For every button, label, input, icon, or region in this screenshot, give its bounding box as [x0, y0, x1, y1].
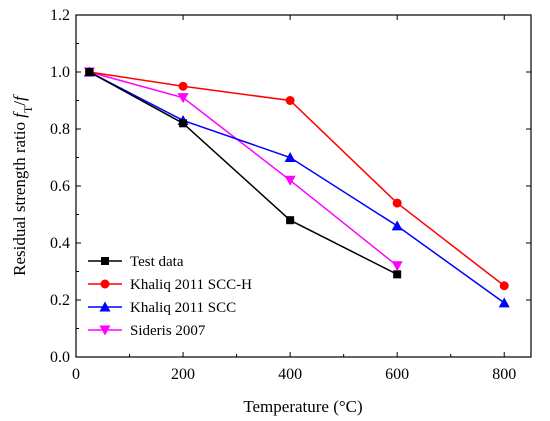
series-layer: [83, 66, 510, 308]
data-point: [285, 96, 295, 105]
series-line: [89, 71, 398, 276]
data-point: [284, 152, 296, 162]
data-point: [177, 93, 189, 104]
plot-frame: [75, 14, 532, 358]
legend-item: Sideris 2007: [88, 323, 206, 339]
y-tick-label: 0.2: [50, 292, 70, 309]
legend-item: Test data: [88, 254, 184, 270]
data-point: [391, 261, 403, 272]
data-point: [392, 198, 402, 208]
data-point: [178, 81, 188, 91]
y-tick-label: 0.0: [50, 349, 70, 366]
y-axis-title-f: f: [10, 111, 29, 118]
y-axis-title-sub: T: [21, 105, 35, 113]
legend-marker: [99, 325, 111, 336]
legend-marker: [100, 279, 110, 289]
legend: Test data Khaliq 2011 SCC-H Khaliq 2011 SC…: [88, 254, 252, 339]
legend-label: Sideris 2007: [130, 323, 206, 339]
data-point: [391, 220, 403, 231]
legend-label: Khaliq 2011 SCC-H: [130, 277, 252, 293]
y-axis-title-f2: f: [10, 94, 29, 101]
data-point: [286, 216, 295, 225]
legend-label: Test data: [130, 254, 184, 270]
y-tick-label: 0.8: [50, 121, 70, 138]
y-axis-title-slash: /: [10, 101, 29, 106]
legend-label: Khaliq 2011 SCC: [130, 300, 236, 316]
y-tick-label: 0.6: [50, 178, 70, 195]
series-0: [85, 68, 402, 279]
x-tick-label: 400: [278, 366, 302, 383]
legend-marker: [99, 301, 111, 312]
y-axis-title-main: Residual strength ratio: [10, 118, 29, 276]
series-2: [83, 66, 510, 308]
legend-marker: [101, 257, 109, 265]
legend-item: Khaliq 2011 SCC: [88, 300, 236, 316]
y-tick-label: 1.0: [50, 64, 70, 81]
x-tick-label: 200: [171, 366, 195, 383]
data-point: [284, 175, 296, 186]
series-line: [89, 71, 398, 267]
data-point: [499, 281, 509, 291]
x-tick-label: 800: [492, 366, 516, 383]
ticks-layer: 0 200 400 600 800 0.0 0.2 0.4 0.6 0.8 1.0 1.2: [50, 7, 531, 383]
x-axis-title: Temperature (°C): [243, 397, 362, 416]
legend-item: Khaliq 2011 SCC-H: [88, 277, 252, 293]
data-point: [498, 297, 510, 308]
y-axis-title: Residual strength ratio fT/f: [10, 94, 35, 276]
data-point: [179, 119, 188, 128]
data-point: [393, 270, 402, 279]
y-tick-label: 0.4: [50, 235, 70, 252]
y-tick-label: 1.2: [50, 7, 70, 24]
x-tick-label: 0: [72, 366, 80, 383]
data-point: [85, 68, 94, 76]
series-3: [83, 67, 403, 272]
x-tick-label: 600: [385, 366, 409, 383]
